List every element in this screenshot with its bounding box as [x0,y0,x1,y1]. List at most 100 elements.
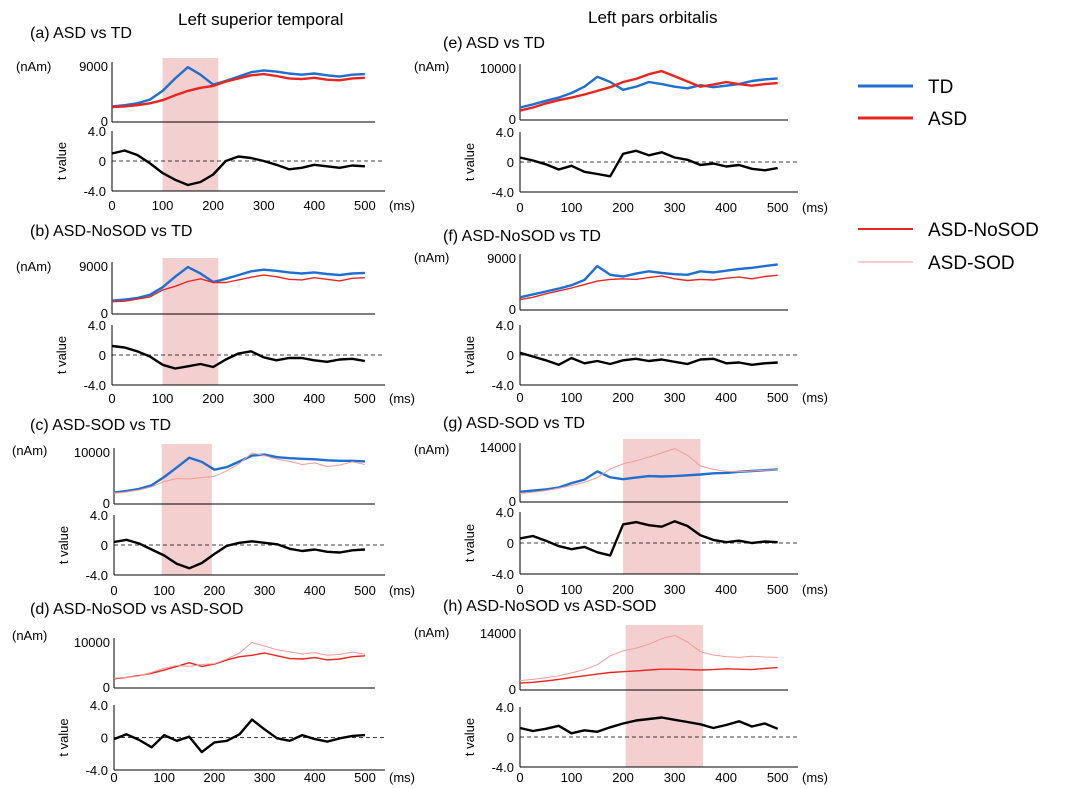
x-unit-label: (ms) [389,198,415,213]
x-tick-label: 0 [110,583,117,598]
t-ytick-label: 4.0 [88,124,106,139]
t-axis-label: t value [56,718,71,756]
amp-ytick-label: 0 [101,114,108,129]
amp-ytick-label: 0 [509,494,516,509]
x-tick-label: 400 [303,391,325,406]
t-ytick-label: 0 [101,731,108,746]
x-tick-label: 300 [254,770,276,785]
column-title-right: Left pars orbitalis [588,8,717,27]
amp-ytick-label: 9000 [79,59,108,74]
t-ytick-label: 0 [507,536,514,551]
x-unit-label: (ms) [802,390,828,405]
x-unit-label: (ms) [802,582,828,597]
x-tick-label: 200 [612,582,634,597]
panel-title: (f) ASD-NoSOD vs TD [443,228,601,245]
amp-ytick-label: 14000 [480,626,516,641]
x-tick-label: 500 [767,390,789,405]
x-tick-label: 0 [516,200,523,215]
panel-title: (g) ASD-SOD vs TD [443,415,585,432]
panel-title: (b) ASD-NoSOD vs TD [30,223,192,240]
series-line-td [113,453,366,494]
x-tick-label: 200 [204,583,226,598]
column-title-left: Left superior temporal [178,10,343,29]
t-ytick-label: -4.0 [492,760,514,775]
x-tick-label: 500 [767,770,789,785]
series-line-asd-nosod [519,666,778,684]
x-tick-label: 200 [612,390,634,405]
series-line-asd-sod [113,452,366,494]
t-ytick-label: 4.0 [88,318,106,333]
x-unit-label: (ms) [802,770,828,785]
series-line-asd-sod [113,642,366,679]
series-line-asd-nosod [113,652,366,680]
x-tick-label: 0 [108,198,115,213]
amplitude-unit-label: (nAm) [414,250,449,265]
legend-label-td: TD [928,77,953,98]
amp-ytick-label: 9000 [79,259,108,274]
amp-ytick-label: 0 [509,302,516,317]
amp-ytick-label: 0 [509,682,516,697]
x-tick-label: 200 [612,200,634,215]
amp-ytick-label: 9000 [487,251,516,266]
x-tick-label: 200 [202,391,224,406]
t-ytick-label: -4.0 [492,567,514,582]
amp-ytick-label: 0 [101,306,108,321]
t-value-line [519,351,778,366]
t-axis-label: t value [462,143,477,181]
legend-label-asd: ASD [928,109,967,130]
t-ytick-label: -4.0 [86,763,108,778]
x-tick-label: 500 [767,582,789,597]
x-tick-label: 100 [153,770,175,785]
t-ytick-label: -4.0 [84,184,106,199]
amplitude-unit-label: (nAm) [414,442,449,457]
x-tick-label: 400 [303,198,325,213]
t-value-line [519,149,778,178]
x-unit-label: (ms) [802,200,828,215]
t-axis-label: t value [462,336,477,374]
x-tick-label: 100 [561,200,583,215]
x-unit-label: (ms) [389,770,415,785]
t-value-line [113,538,366,570]
x-tick-label: 300 [664,390,686,405]
t-ytick-label: 0 [99,154,106,169]
x-tick-label: 100 [152,391,174,406]
x-tick-label: 300 [253,391,275,406]
series-line-td [111,65,365,108]
t-ytick-label: 0 [101,538,108,553]
amp-ytick-label: 10000 [480,61,516,76]
x-tick-label: 400 [715,200,737,215]
legend-label-asd-nosod: ASD-NoSOD [928,220,1039,241]
x-tick-label: 400 [715,770,737,785]
amplitude-unit-label: (nAm) [12,443,47,458]
amplitude-unit-label: (nAm) [414,59,449,74]
series-line-asd [111,72,365,109]
x-tick-label: 0 [108,391,115,406]
x-tick-label: 500 [354,770,376,785]
highlight-window [625,625,703,767]
x-tick-label: 500 [354,583,376,598]
x-tick-label: 500 [767,200,789,215]
x-tick-label: 100 [561,770,583,785]
amp-ytick-label: 14000 [480,440,516,455]
x-tick-label: 400 [304,770,326,785]
t-ytick-label: 4.0 [496,125,514,140]
x-tick-label: 0 [110,770,117,785]
x-tick-label: 400 [715,582,737,597]
amplitude-unit-label: (nAm) [12,628,47,643]
t-ytick-label: 0 [507,155,514,170]
x-tick-label: 100 [561,390,583,405]
series-line-asd [519,69,778,112]
x-tick-label: 100 [153,583,175,598]
t-value-line [111,344,366,370]
t-value-line [519,716,779,735]
amp-ytick-label: 10000 [74,445,110,460]
t-value-line [113,718,366,754]
t-axis-label: t value [54,336,69,374]
